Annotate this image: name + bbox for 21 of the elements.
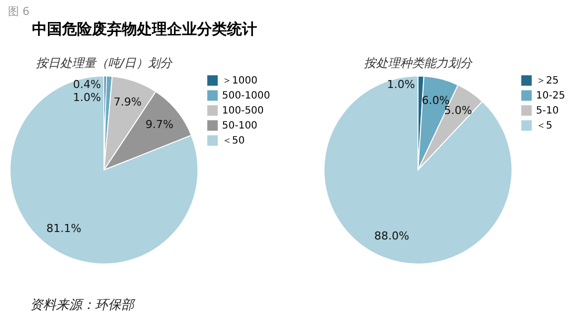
data-label: 7.9% [114,96,142,109]
chart-title: 按日处理量（吨/日）划分 [36,56,174,70]
legend-label: 5-10 [536,106,559,116]
legend-label: ＞1000 [222,76,258,86]
chart-title: 按处理种类能力划分 [364,56,473,70]
data-label: 81.1% [46,222,82,236]
legend-label: 100-500 [222,106,264,116]
legend-label: ＜50 [222,136,245,146]
data-label: 1.0% [387,78,415,91]
text: 中国危险废弃物处理企业分类统计 [32,20,257,39]
text: 资料来源：环保部 [30,297,134,314]
caption: 图 6 [8,4,30,19]
data-label: 0.4% [73,78,101,91]
legend-label: ＞25 [536,76,559,86]
legend-label: 10-25 [536,90,566,102]
legend-label: 500-1000 [222,90,270,102]
data-label: 88.0% [374,229,410,242]
data-label: 1.0% [73,91,101,104]
data-label: 9.7% [145,118,174,131]
legend-label: ＜5 [536,120,552,132]
legend-label: 50-100 [222,120,258,132]
